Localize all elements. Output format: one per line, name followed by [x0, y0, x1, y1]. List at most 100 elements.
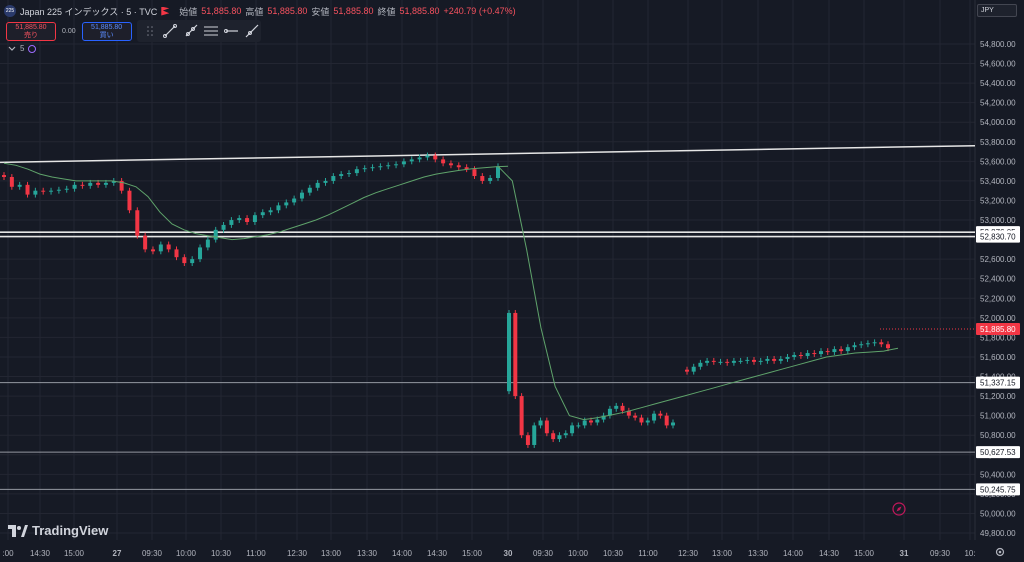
- candle-body: [731, 360, 736, 363]
- candle-body: [9, 177, 14, 187]
- candle-body: [639, 417, 644, 423]
- y-tick-label: 54,000.00: [980, 118, 1016, 127]
- candle: [448, 160, 453, 169]
- candle-body: [752, 359, 756, 362]
- x-tick-label: 13:00: [321, 549, 342, 558]
- candle-body: [872, 342, 877, 344]
- candle-body: [480, 176, 485, 181]
- candle: [551, 430, 556, 443]
- candle-body: [433, 155, 438, 160]
- x-tick-label: 15:00: [462, 549, 483, 558]
- buy-label: 買い: [99, 31, 114, 39]
- candle: [276, 202, 281, 214]
- y-tick-label: 50,400.00: [980, 470, 1016, 479]
- candle: [9, 174, 14, 190]
- candle-body: [213, 229, 218, 240]
- y-tick-label: 50,800.00: [980, 431, 1016, 440]
- x-tick-label: 09:30: [930, 549, 951, 558]
- candle: [832, 346, 837, 356]
- trend-line-tool-icon[interactable]: [161, 22, 179, 40]
- candle: [620, 402, 625, 414]
- indicator-source-icon[interactable]: [28, 44, 37, 53]
- low-value: 51,885.80: [333, 6, 374, 16]
- candle-body: [525, 435, 530, 445]
- candle: [839, 346, 844, 355]
- x-tick-label: 10:30: [211, 549, 232, 558]
- candle: [221, 221, 226, 233]
- candle-body: [127, 190, 132, 211]
- candle-body: [409, 159, 414, 162]
- parallel-channel-tool-icon[interactable]: [202, 22, 220, 40]
- candle-body: [198, 247, 203, 260]
- candle: [626, 407, 631, 419]
- candle-body: [839, 349, 844, 352]
- indicator-legend[interactable]: 5: [8, 44, 37, 53]
- candle: [557, 432, 562, 443]
- candle-body: [738, 360, 743, 362]
- candle-body: [778, 358, 783, 361]
- price-level-tag-bg: [976, 446, 1020, 459]
- candle-body: [785, 356, 790, 359]
- x-tick-label: 10:00: [176, 549, 197, 558]
- candle-body: [260, 212, 265, 216]
- currency-selector[interactable]: JPY: [977, 4, 1017, 17]
- candle: [41, 187, 46, 195]
- candle-body: [252, 215, 257, 222]
- candle-body: [245, 218, 250, 222]
- candle-body: [456, 165, 461, 168]
- candle: [772, 355, 777, 364]
- flag-icon[interactable]: [161, 6, 170, 16]
- candle-body: [576, 425, 581, 427]
- compass-icon[interactable]: [892, 502, 906, 516]
- current-price-value: 51,885.80: [980, 325, 1016, 334]
- sell-button[interactable]: 51,885.80 売り: [6, 22, 56, 41]
- trade-panel: 51,885.80 売り 0.00 51,885.80 買い: [6, 22, 132, 41]
- candle-body: [812, 353, 817, 355]
- candle: [765, 355, 770, 364]
- candle-body: [135, 210, 140, 236]
- candle: [17, 181, 22, 190]
- settings-gear-icon[interactable]: [994, 546, 1006, 558]
- price-level-tag: 50,627.53: [976, 446, 1020, 459]
- price-level-value: 51,337.15: [980, 379, 1016, 388]
- drawing-toolbar: [137, 20, 261, 42]
- candle: [49, 187, 54, 195]
- price-level-tag-bg: [976, 483, 1020, 496]
- candle: [852, 342, 857, 351]
- x-tick-label: 31: [900, 549, 909, 558]
- candle: [150, 246, 155, 255]
- buy-button[interactable]: 51,885.80 買い: [81, 22, 132, 41]
- candle: [433, 152, 438, 163]
- candle-body: [464, 167, 469, 170]
- candle: [409, 156, 414, 165]
- candle: [174, 246, 179, 261]
- symbol-title[interactable]: Japan 225 インデックス · 5 · TVC: [20, 6, 158, 17]
- candle: [80, 181, 85, 189]
- extended-line-tool-icon[interactable]: [243, 22, 261, 40]
- candle-body: [284, 202, 289, 206]
- x-tick-label: 15:00: [854, 549, 875, 558]
- drag-handle-icon[interactable]: [141, 22, 159, 40]
- horizontal-ray-tool-icon[interactable]: [222, 22, 240, 40]
- price-level-tag-bg: [976, 230, 1020, 243]
- candle-body: [832, 349, 837, 353]
- candle-body: [33, 190, 38, 195]
- high-label: 高値: [245, 6, 264, 17]
- x-tick-label: 12:30: [287, 549, 308, 558]
- candle-body: [805, 353, 810, 356]
- ray-tool-icon[interactable]: [182, 22, 200, 40]
- candle: [745, 356, 750, 364]
- collapse-chevron-icon[interactable]: [8, 46, 16, 52]
- candle-body: [276, 205, 281, 211]
- candle-body: [633, 415, 638, 418]
- price-level-value: 50,245.75: [980, 485, 1016, 494]
- candle-body: [725, 361, 730, 363]
- candle: [323, 177, 328, 186]
- candle-body: [798, 355, 803, 357]
- candle: [370, 164, 375, 172]
- candle: [260, 209, 265, 219]
- y-tick-label: 54,200.00: [980, 99, 1016, 108]
- close-label: 終値: [377, 6, 396, 17]
- candle: [284, 199, 289, 209]
